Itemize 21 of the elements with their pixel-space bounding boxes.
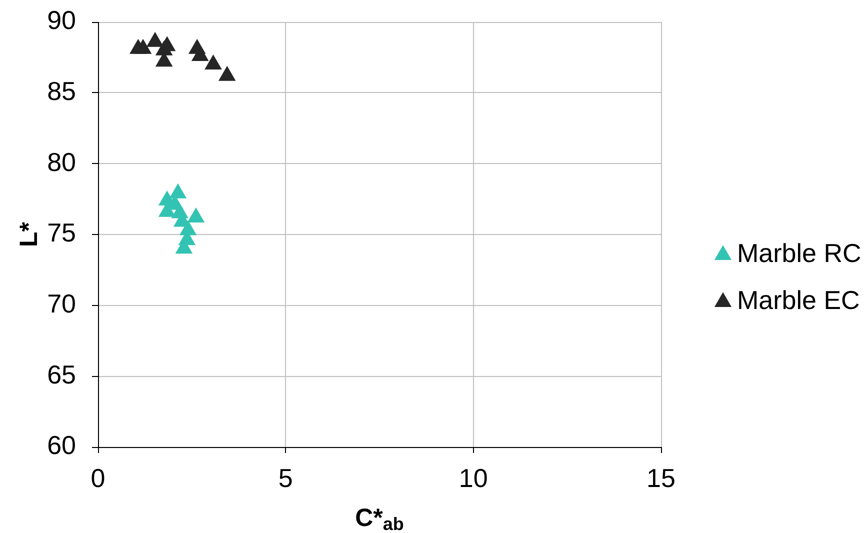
- point: [134, 38, 152, 54]
- point: [187, 208, 205, 222]
- y-tick-label: 85: [47, 76, 76, 106]
- point: [169, 183, 187, 198]
- point: [204, 54, 222, 70]
- y-tick-label: 80: [47, 146, 76, 177]
- y-tick-label: 70: [47, 288, 76, 319]
- y-tick-label: 60: [47, 430, 76, 460]
- point: [146, 32, 164, 47]
- y-tick-label: 65: [47, 359, 76, 390]
- x-tick-label: 0: [90, 462, 106, 493]
- legend-label: Marble EC: [737, 285, 860, 316]
- legend-label: Marble RC: [737, 238, 862, 268]
- x-tick-label: 15: [646, 462, 676, 493]
- y-tick-label: 75: [47, 218, 76, 248]
- x-tick-label: 10: [458, 462, 488, 493]
- y-tick-label: 90: [47, 5, 76, 36]
- x-tick-label: 5: [278, 462, 293, 493]
- point: [155, 40, 173, 56]
- y-axis-title: L*: [15, 222, 43, 247]
- point: [218, 66, 236, 81]
